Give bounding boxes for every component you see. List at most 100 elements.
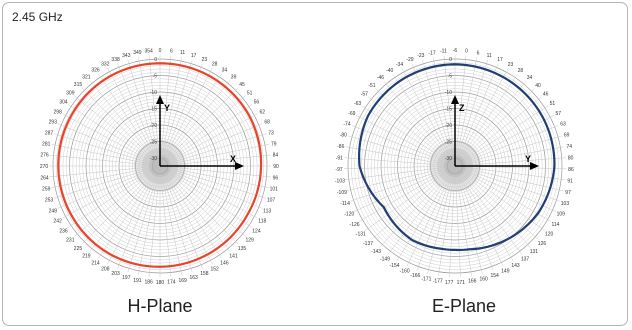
- angle-tick-label: 73: [268, 130, 274, 136]
- angle-tick-label: -29: [406, 57, 413, 63]
- grid-spoke: [460, 171, 531, 248]
- grid-spoke: [162, 173, 203, 269]
- grid-spoke: [107, 67, 157, 160]
- grid-spoke: [455, 173, 461, 277]
- grid-spoke: [462, 135, 562, 165]
- grid-spoke: [462, 166, 566, 181]
- angle-tick-label: 137: [521, 256, 530, 262]
- grid-spoke: [361, 105, 449, 162]
- angle-tick-label: 45: [239, 82, 245, 88]
- grid-spoke: [51, 144, 153, 165]
- grid-spoke: [67, 170, 154, 228]
- grid-spoke: [364, 170, 449, 231]
- radiation-pattern-curve: [357, 63, 556, 252]
- grid-spoke: [166, 170, 253, 228]
- grid-spoke: [344, 166, 448, 181]
- angle-tick-label: -51: [368, 83, 375, 89]
- angle-tick-label: -137: [363, 241, 373, 247]
- angle-tick-label: 315: [74, 82, 83, 88]
- grid-spoke: [164, 73, 222, 160]
- grid-spoke: [89, 80, 156, 160]
- angle-tick-label: -80: [340, 133, 347, 139]
- grid-spoke: [427, 173, 454, 274]
- grid-spoke: [89, 172, 156, 252]
- angle-tick-label: 0: [159, 48, 162, 54]
- grid-spoke: [462, 168, 561, 202]
- grid-spoke: [167, 167, 269, 188]
- grid-spoke: [61, 113, 154, 163]
- radial-tick-label: -5: [153, 74, 158, 80]
- angle-tick-label: -114: [340, 201, 350, 207]
- grid-spoke: [460, 88, 535, 161]
- radial-tick-label: -15: [445, 107, 452, 113]
- angle-tick-label: 169: [178, 278, 187, 284]
- angle-tick-label: 79: [271, 141, 277, 147]
- grid-spoke: [166, 170, 246, 237]
- angle-tick-label: 154: [491, 273, 500, 279]
- angle-tick-label: 124: [252, 228, 261, 234]
- grid-spoke: [49, 154, 153, 166]
- grid-spoke: [457, 59, 488, 159]
- radial-tick-label: -15: [150, 107, 157, 113]
- angle-tick-label: 304: [59, 100, 68, 106]
- angle-tick-label: 174: [167, 279, 176, 285]
- grid-spoke: [81, 171, 155, 245]
- angle-tick-label: 158: [200, 271, 209, 277]
- grid-spoke: [462, 115, 554, 163]
- grid-spoke: [107, 172, 157, 265]
- angle-tick-label: 69: [564, 133, 570, 139]
- grid-spoke: [148, 55, 160, 159]
- angle-tick-label: -63: [354, 101, 361, 107]
- grid-spoke: [432, 57, 454, 159]
- grid-spoke: [74, 95, 154, 162]
- radial-tick-label: -25: [445, 140, 452, 146]
- grid-spoke: [458, 173, 504, 267]
- grid-spoke: [457, 63, 499, 159]
- angle-tick-label: 276: [40, 153, 49, 159]
- horizontal-arrowhead: [530, 162, 539, 170]
- angle-tick-label: 253: [45, 198, 54, 204]
- angle-tick-label: 141: [229, 254, 238, 260]
- angle-tick-label: 91: [567, 178, 573, 184]
- grid-spoke: [462, 125, 559, 164]
- angle-tick-label: 84: [273, 153, 279, 159]
- grid-spoke: [353, 169, 448, 212]
- grid-spoke: [163, 172, 213, 265]
- angle-tick-label: 231: [66, 238, 75, 244]
- e-plane-title: E-Plane: [431, 296, 497, 316]
- angle-tick-label: -103: [335, 178, 345, 184]
- angle-tick-label: 39: [231, 74, 237, 80]
- angle-tick-label: 177: [445, 280, 454, 286]
- angle-tick-label: 107: [267, 198, 276, 204]
- angle-tick-label: 287: [45, 130, 54, 136]
- grid-spoke: [416, 173, 453, 271]
- grid-spoke: [462, 146, 565, 165]
- grid-spoke: [49, 166, 153, 178]
- grid-spoke: [456, 173, 483, 274]
- angle-tick-label: 332: [101, 62, 110, 68]
- grid-spoke: [138, 57, 159, 159]
- angle-tick-label: 34: [222, 68, 228, 74]
- angle-tick-label: -131: [356, 232, 366, 238]
- angle-tick-label: -143: [371, 249, 381, 255]
- grid-spoke: [98, 73, 156, 160]
- grid-spoke: [164, 172, 222, 259]
- grid-spoke: [98, 172, 156, 259]
- grid-spoke: [458, 172, 514, 261]
- grid-spoke: [459, 172, 523, 255]
- angle-tick-label: 326: [91, 68, 100, 74]
- grid-spoke: [349, 168, 448, 202]
- grid-spoke: [368, 96, 449, 162]
- grid-spoke: [396, 172, 452, 261]
- grid-spoke: [449, 173, 455, 277]
- radial-tick-label: -5: [448, 74, 453, 80]
- grid-spoke: [57, 123, 153, 164]
- vertical-arrowhead: [451, 95, 459, 104]
- angle-tick-label: 163: [190, 275, 199, 281]
- angle-tick-label: 143: [511, 263, 520, 269]
- grid-spoke: [392, 74, 451, 160]
- grid-spoke: [455, 55, 467, 159]
- grid-spoke: [74, 170, 154, 237]
